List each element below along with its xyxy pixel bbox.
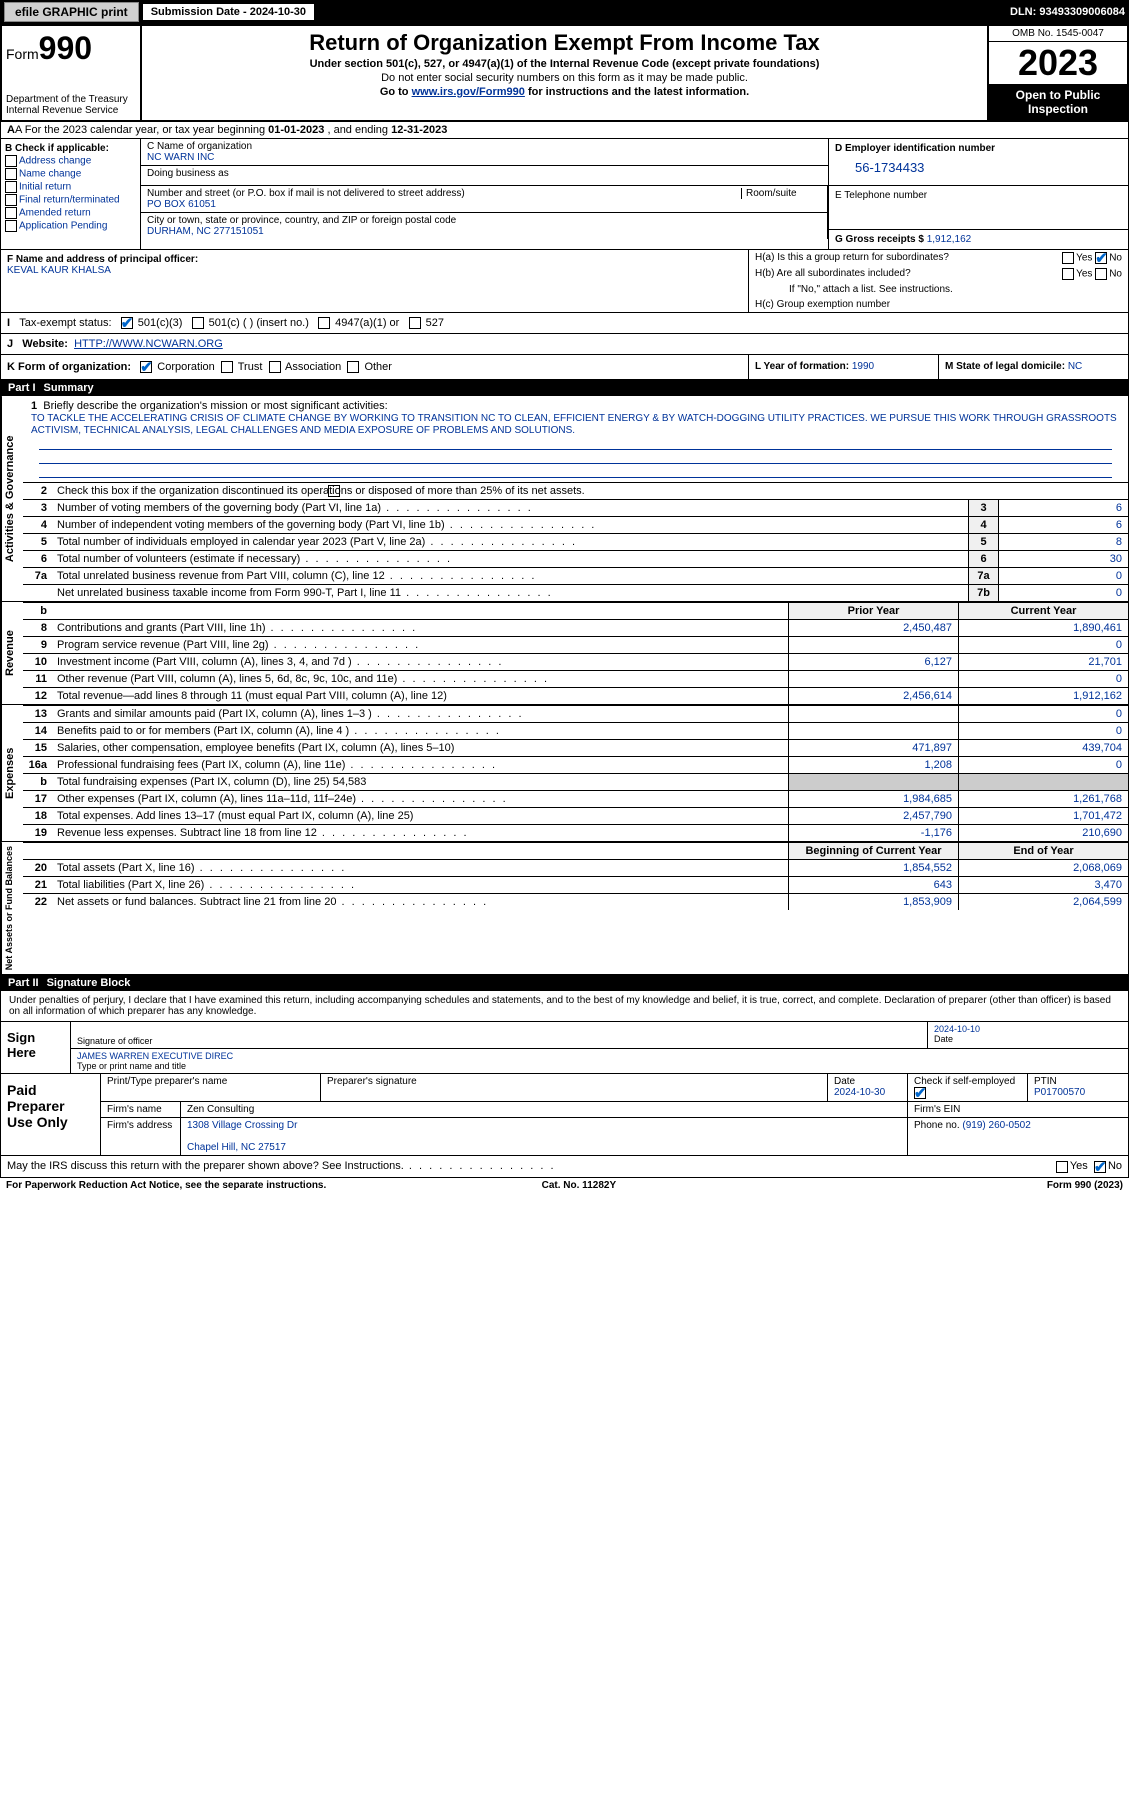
dept-treasury: Department of the Treasury Internal Reve… (6, 94, 136, 116)
line-3: 3Number of voting members of the governi… (23, 499, 1128, 516)
dba-cell: Doing business as (141, 166, 828, 186)
line-22: 22Net assets or fund balances. Subtract … (23, 893, 1128, 910)
sign-here-block: Sign Here Signature of officer 2024-10-1… (0, 1022, 1129, 1074)
line-7a: 7aTotal unrelated business revenue from … (23, 567, 1128, 584)
row-J: J Website: HTTP://WWW.NCWARN.ORG (0, 334, 1129, 355)
firm-phone: (919) 260-0502 (962, 1120, 1030, 1131)
officer-name: KEVAL KAUR KHALSA (7, 265, 111, 276)
line-20: 20Total assets (Part X, line 16)1,854,55… (23, 859, 1128, 876)
omb-number: OMB No. 1545-0047 (989, 26, 1127, 42)
vtab-expenses: Expenses (1, 705, 23, 841)
ptin: P01700570 (1034, 1087, 1085, 1098)
open-to-public: Open to Public Inspection (989, 84, 1127, 120)
summary-expenses: Expenses 13Grants and similar amounts pa… (0, 705, 1129, 842)
footer: For Paperwork Reduction Act Notice, see … (0, 1178, 1129, 1193)
gross-receipts: 1,912,162 (927, 234, 972, 245)
gross-receipts-cell: G Gross receipts $ 1,912,162 (829, 230, 1128, 249)
vtab-revenue: Revenue (1, 602, 23, 704)
prep-date: 2024-10-30 (834, 1087, 885, 1098)
discuss-row: May the IRS discuss this return with the… (0, 1156, 1129, 1177)
state-domicile: M State of legal domicile: NC (938, 355, 1128, 379)
submission-date: Submission Date - 2024-10-30 (143, 4, 314, 20)
line-4: 4Number of independent voting members of… (23, 516, 1128, 533)
line-6: 6Total number of volunteers (estimate if… (23, 550, 1128, 567)
cb-name-change[interactable]: Name change (5, 168, 136, 180)
irs-link[interactable]: www.irs.gov/Form990 (412, 86, 525, 98)
line-A: AA For the 2023 calendar year, or tax ye… (0, 122, 1129, 139)
line-9: 9Program service revenue (Part VIII, lin… (23, 636, 1128, 653)
H-c: H(c) Group exemption number (749, 297, 1128, 312)
line-10: 10Investment income (Part VIII, column (… (23, 653, 1128, 670)
summary-governance: Activities & Governance 1 Briefly descri… (0, 396, 1129, 602)
line-16a: 16aProfessional fundraising fees (Part I… (23, 756, 1128, 773)
line-2: 2Check this box if the organization disc… (23, 482, 1128, 499)
cb-app-pending[interactable]: Application Pending (5, 220, 136, 232)
line-15: 15Salaries, other compensation, employee… (23, 739, 1128, 756)
row-I: I Tax-exempt status: 501(c)(3) 501(c) ( … (0, 313, 1129, 334)
year-formation: L Year of formation: 1990 (748, 355, 938, 379)
line-18: 18Total expenses. Add lines 13–17 (must … (23, 807, 1128, 824)
firm-name: Zen Consulting (181, 1102, 908, 1117)
form-title: Return of Organization Exempt From Incom… (150, 30, 979, 56)
line-14: 14Benefits paid to or for members (Part … (23, 722, 1128, 739)
F-H-row: F Name and address of principal officer:… (0, 250, 1129, 313)
ein-cell: D Employer identification number 56-1734… (829, 139, 1128, 186)
summary-netassets: Net Assets or Fund Balances Beginning of… (0, 842, 1129, 975)
cb-amended[interactable]: Amended return (5, 207, 136, 219)
efile-print-button[interactable]: efile GRAPHIC print (4, 2, 139, 22)
header-grid: B Check if applicable: Address change Na… (0, 139, 1129, 250)
street-cell: Number and street (or P.O. box if mail i… (141, 186, 827, 213)
na-header: Beginning of Current YearEnd of Year (23, 842, 1128, 859)
cb-final-return[interactable]: Final return/terminated (5, 194, 136, 206)
part1-header: Part ISummary (0, 380, 1129, 396)
summary-revenue: Revenue bPrior YearCurrent Year 8Contrib… (0, 602, 1129, 705)
line-12: 12Total revenue—add lines 8 through 11 (… (23, 687, 1128, 704)
line-7b: Net unrelated business taxable income fr… (23, 584, 1128, 601)
form-subtitle-3: Go to www.irs.gov/Form990 for instructio… (150, 86, 979, 98)
form-subtitle-1: Under section 501(c), 527, or 4947(a)(1)… (150, 58, 979, 70)
city-cell: City or town, state or province, country… (141, 213, 827, 239)
vtab-netassets: Net Assets or Fund Balances (1, 842, 23, 974)
vtab-governance: Activities & Governance (1, 396, 23, 601)
line-13: 13Grants and similar amounts paid (Part … (23, 705, 1128, 722)
dln: DLN: 93493309006084 (1010, 6, 1125, 18)
mission-text: TO TACKLE THE ACCELERATING CRISIS OF CLI… (31, 413, 1117, 436)
city-state-zip: DURHAM, NC 277151051 (147, 226, 821, 237)
street-address: PO BOX 61051 (147, 199, 821, 210)
top-bar: efile GRAPHIC print Submission Date - 20… (0, 0, 1129, 24)
cb-initial-return[interactable]: Initial return (5, 181, 136, 193)
org-name: NC WARN INC (147, 152, 822, 163)
cb-address-change[interactable]: Address change (5, 155, 136, 167)
tax-year: 2023 (989, 42, 1127, 84)
form-subtitle-2: Do not enter social security numbers on … (150, 72, 979, 84)
website-link[interactable]: HTTP://WWW.NCWARN.ORG (74, 338, 223, 350)
phone-cell: E Telephone number (829, 186, 1128, 230)
officer-name-title: JAMES WARREN EXECUTIVE DIREC (77, 1051, 233, 1061)
col-B: B Check if applicable: Address change Na… (1, 139, 141, 249)
H-b: H(b) Are all subordinates included? Yes … (749, 266, 1128, 282)
firm-addr1: 1308 Village Crossing Dr (187, 1120, 297, 1131)
H-a: H(a) Is this a group return for subordin… (749, 250, 1128, 266)
rev-header: bPrior YearCurrent Year (23, 602, 1128, 619)
line-8: 8Contributions and grants (Part VIII, li… (23, 619, 1128, 636)
org-name-cell: C Name of organization NC WARN INC (141, 139, 828, 166)
form-header: Form990 Department of the Treasury Inter… (0, 24, 1129, 122)
part2-header: Part IISignature Block (0, 975, 1129, 991)
row-K: K Form of organization: Corporation Trus… (0, 355, 1129, 380)
form-number: Form990 (6, 30, 136, 67)
line-16b: bTotal fundraising expenses (Part IX, co… (23, 773, 1128, 790)
sig-date: 2024-10-10 (934, 1024, 980, 1034)
mission: 1 Briefly describe the organization's mi… (23, 396, 1128, 482)
line-19: 19Revenue less expenses. Subtract line 1… (23, 824, 1128, 841)
principal-officer: F Name and address of principal officer:… (1, 250, 748, 312)
H-b-note: If "No," attach a list. See instructions… (749, 282, 1128, 297)
firm-addr2: Chapel Hill, NC 27517 (187, 1142, 286, 1153)
line-21: 21Total liabilities (Part X, line 26)643… (23, 876, 1128, 893)
line-11: 11Other revenue (Part VIII, column (A), … (23, 670, 1128, 687)
line-5: 5Total number of individuals employed in… (23, 533, 1128, 550)
ein-value: 56-1734433 (835, 154, 1122, 181)
sig-intro: Under penalties of perjury, I declare th… (0, 991, 1129, 1022)
line-17: 17Other expenses (Part IX, column (A), l… (23, 790, 1128, 807)
paid-preparer-block: Paid Preparer Use Only Print/Type prepar… (0, 1074, 1129, 1156)
